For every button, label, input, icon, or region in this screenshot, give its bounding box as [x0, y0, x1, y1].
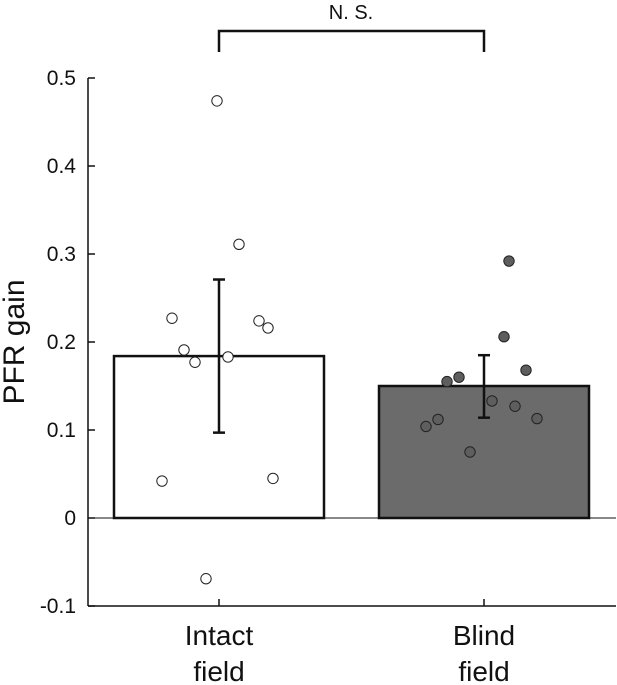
data-point	[420, 420, 432, 433]
data-point	[503, 255, 515, 267]
y-tick-label: 0	[64, 507, 76, 530]
y-tick-label: 0.2	[47, 331, 76, 354]
y-axis-label: PFR gain	[0, 279, 31, 404]
data-point	[200, 573, 212, 585]
data-point	[211, 95, 223, 107]
y-tick-label: 0.3	[47, 243, 76, 266]
data-point	[464, 446, 476, 458]
x-tick-label: field	[458, 656, 509, 685]
data-point	[233, 238, 245, 251]
data-point	[222, 351, 234, 363]
data-point	[189, 356, 201, 368]
data-point	[441, 375, 453, 388]
error-bars	[213, 278, 490, 434]
data-point	[498, 331, 510, 343]
significance-label: N. S.	[329, 2, 373, 24]
data-point	[509, 400, 521, 412]
bars	[112, 354, 591, 520]
data-point	[253, 315, 265, 327]
data-point	[531, 412, 543, 425]
data-point	[267, 472, 279, 485]
data-points	[156, 95, 543, 585]
data-point	[453, 371, 465, 383]
y-tick-label: 0.1	[47, 419, 76, 442]
data-point	[520, 364, 532, 376]
x-tick-label: field	[193, 656, 244, 685]
data-point	[432, 413, 444, 426]
data-point	[262, 322, 274, 334]
data-point	[156, 475, 168, 487]
y-tick-label: -0.1	[40, 595, 76, 618]
significance-bracket: N. S.	[217, 2, 486, 52]
data-point	[178, 344, 190, 356]
data-point	[486, 395, 498, 407]
significance-bracket-line	[217, 29, 486, 52]
data-point	[166, 312, 178, 324]
y-tick-label: 0.5	[47, 67, 76, 90]
y-tick-label: 0.4	[47, 155, 77, 178]
x-tick-label: Blind	[453, 620, 515, 651]
x-tick-label: Intact	[185, 620, 254, 651]
axes: -0.1 0 0.1 0.2 0.3 0.4 0.5	[40, 67, 616, 618]
axis-labels: PFR gain Intact field Blind field	[0, 279, 515, 685]
